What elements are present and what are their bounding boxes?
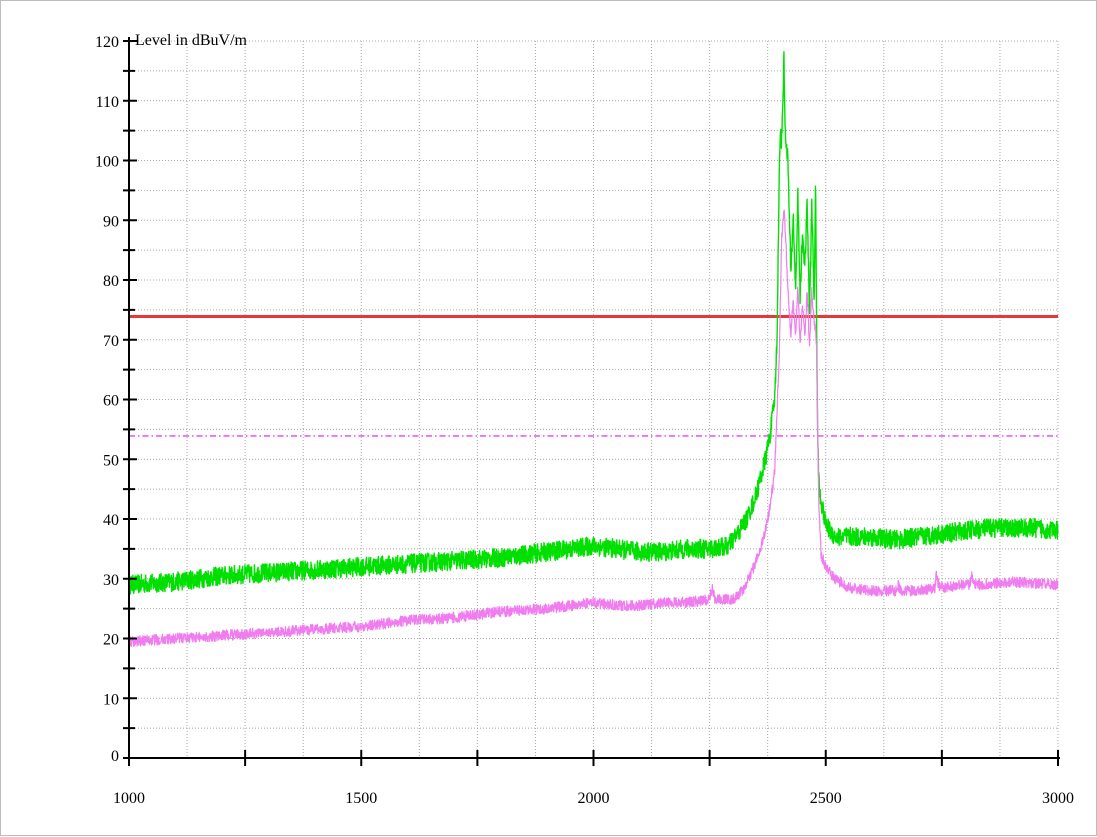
y-tick-label: 120 — [95, 34, 119, 51]
y-tick-label: 10 — [103, 691, 119, 708]
y-tick-label: 30 — [103, 572, 119, 589]
y-tick-label: 110 — [96, 94, 119, 111]
x-tick-label: 2000 — [578, 790, 610, 807]
x-tick-label: 2500 — [810, 790, 842, 807]
x-tick-label: 3000 — [1042, 790, 1074, 807]
y-tick-label: 20 — [103, 632, 119, 649]
y-axis-label: Level in dBuV/m — [135, 32, 248, 49]
y-tick-label: 0 — [111, 748, 119, 765]
y-tick-label: 90 — [103, 213, 119, 230]
x-tick-label: 1500 — [345, 790, 377, 807]
tick-labels: 0 10 20 30 40 50 60 70 80 90 100 110 120 1000 1500 2000… — [95, 34, 1074, 807]
y-tick-label: 80 — [103, 273, 119, 290]
limit-lines — [129, 314, 1058, 437]
y-tick-label: 100 — [95, 154, 119, 171]
x-tick-label: 1000 — [113, 790, 145, 807]
data-series — [128, 51, 1059, 648]
y-tick-label: 70 — [103, 333, 119, 350]
series-line-1 — [128, 51, 1059, 595]
y-tick-label: 50 — [103, 452, 119, 469]
y-tick-label: 60 — [103, 393, 119, 410]
y-tick-label: 40 — [103, 512, 119, 529]
axes — [123, 37, 1060, 766]
grid — [129, 40, 1059, 758]
series-line-2 — [128, 209, 1059, 648]
